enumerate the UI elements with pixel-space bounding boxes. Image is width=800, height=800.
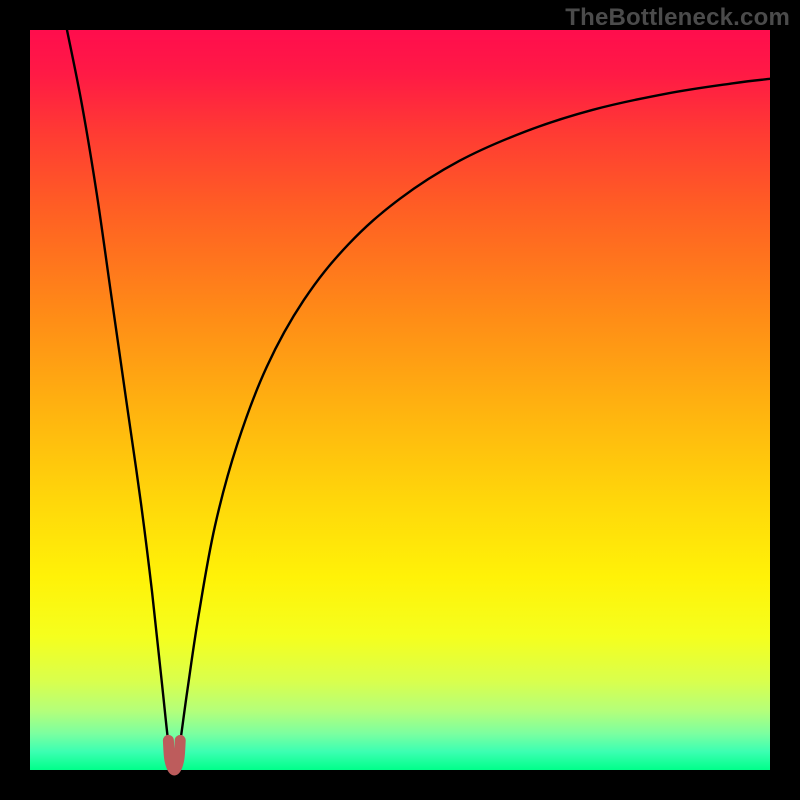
chart-svg: [0, 0, 800, 800]
chart-stage: TheBottleneck.com: [0, 0, 800, 800]
gradient-background: [30, 30, 770, 770]
watermark-label: TheBottleneck.com: [565, 4, 790, 32]
